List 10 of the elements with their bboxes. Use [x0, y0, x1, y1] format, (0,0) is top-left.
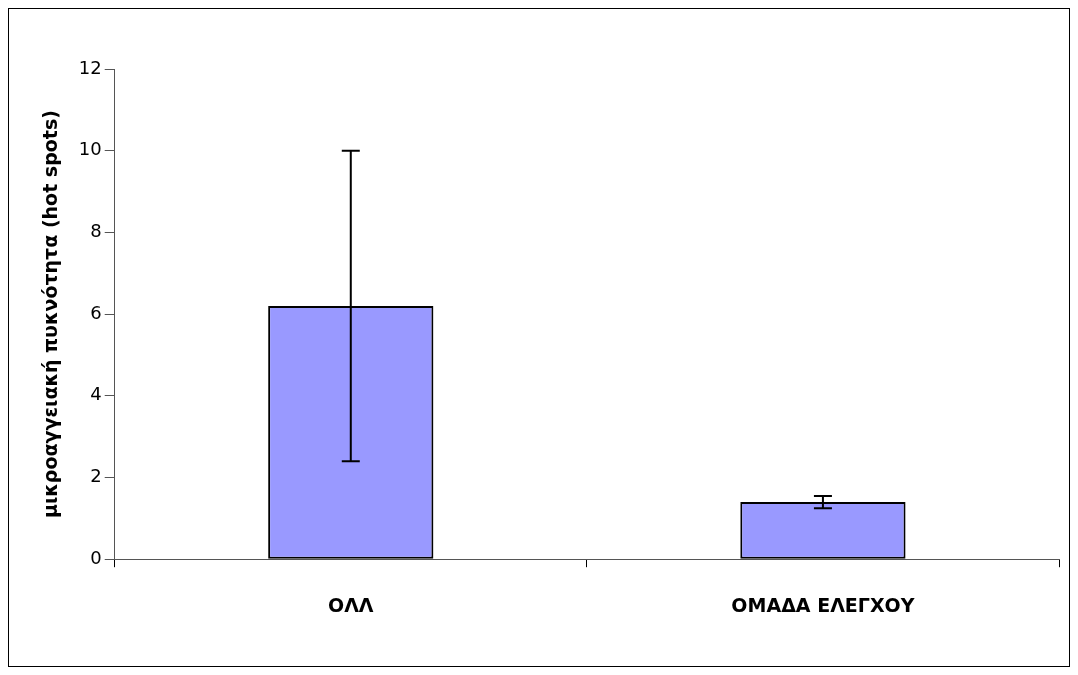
y-tick-label: 10 — [78, 138, 102, 160]
y-tick-label: 8 — [90, 220, 102, 242]
y-tick-label: 4 — [90, 383, 102, 405]
y-axis-title: μικροαγγειακή πυκνότητα (hot spots) — [39, 110, 62, 519]
y-tick-label: 0 — [90, 546, 102, 568]
y-tick-label: 2 — [90, 465, 102, 487]
x-tick-label: ΟΜΑΔΑ ΕΛΕΓΧΟΥ — [731, 593, 915, 616]
y-tick-label: 12 — [78, 56, 102, 78]
y-tick-label: 6 — [90, 301, 102, 323]
x-tick-label: ΟΛΛ — [328, 593, 374, 616]
